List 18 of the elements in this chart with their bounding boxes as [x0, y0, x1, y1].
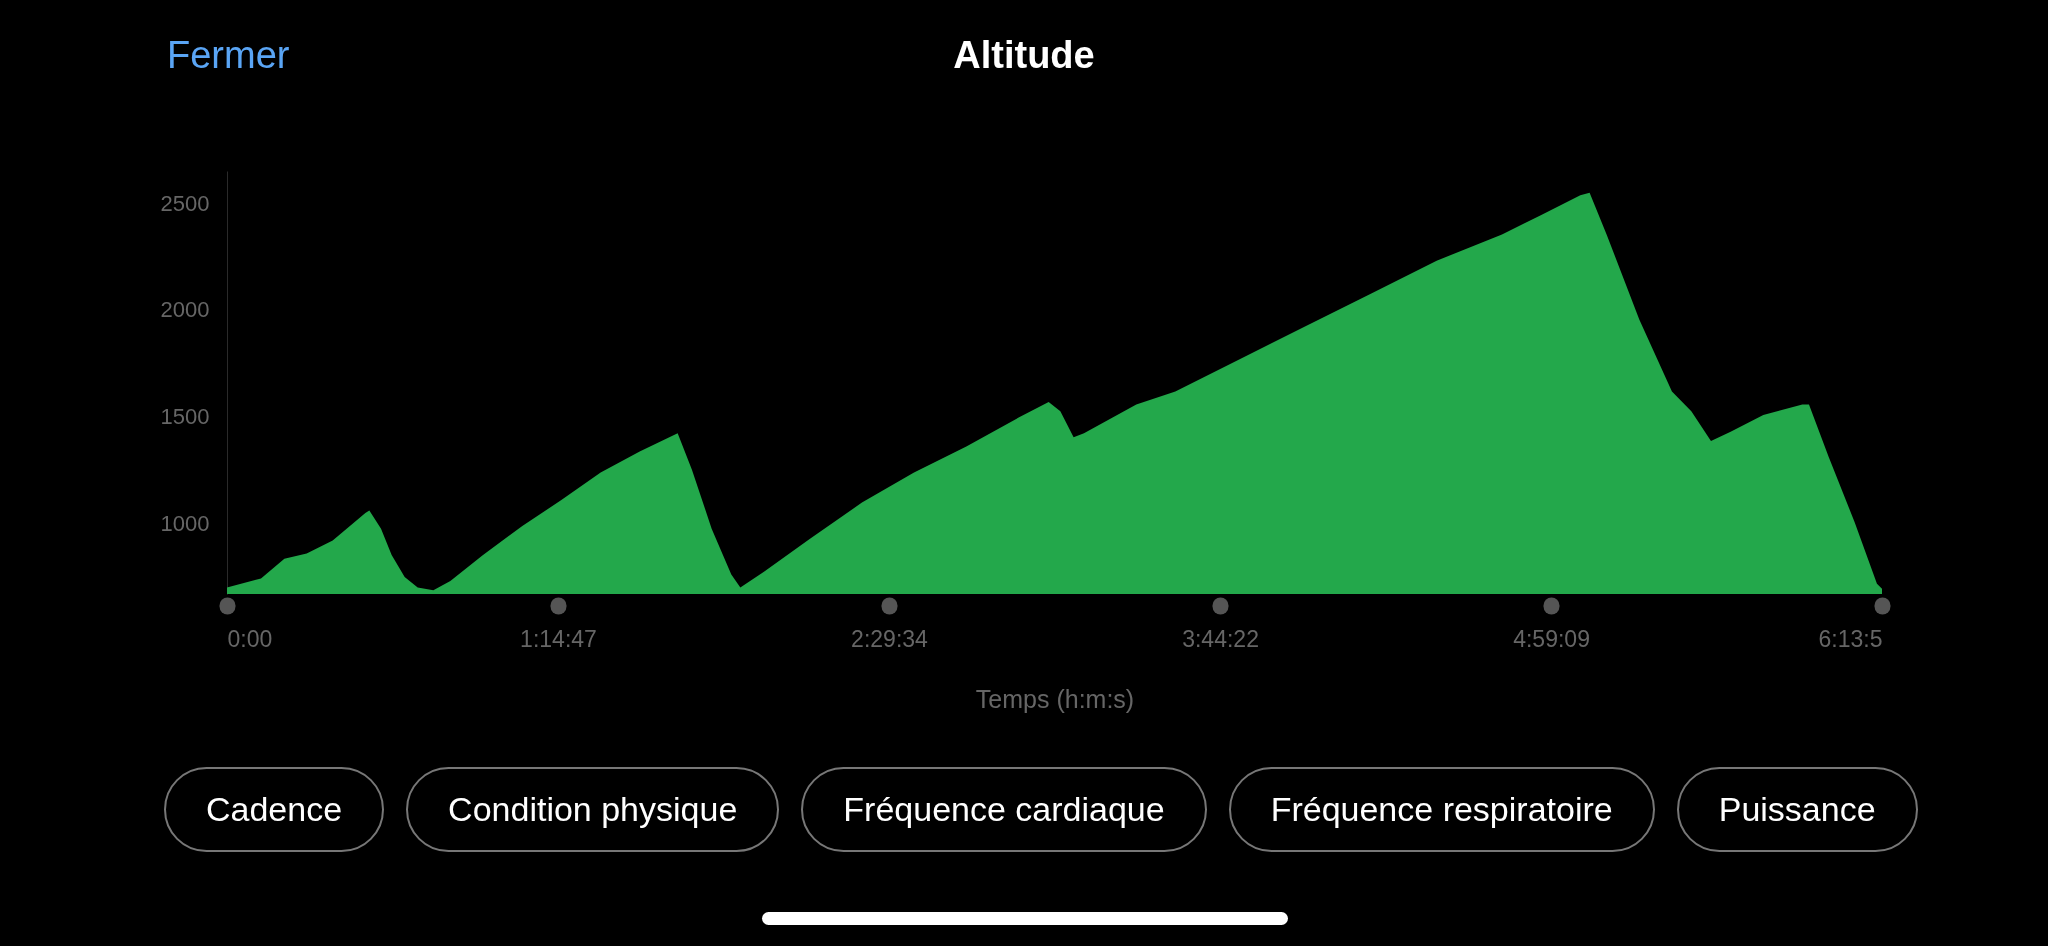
x-tick-label: 4:59:09: [1513, 625, 1590, 652]
x-tick-label: 3:44:22: [1182, 625, 1259, 652]
text: Fermer: [167, 34, 290, 77]
y-tick-label: 1500: [160, 404, 210, 430]
chart-title: Altitude: [953, 34, 1095, 76]
x-tick-label: 6:13:5: [1818, 625, 1883, 652]
y-tick-label: 2500: [160, 190, 210, 216]
y-tick-label: 2000: [160, 297, 210, 323]
text: Fréquence respiratoire: [1228, 767, 1655, 852]
x-tick-label: 0:00: [227, 625, 273, 652]
text: Puissance: [1676, 767, 1918, 852]
text: Condition physique: [406, 767, 780, 852]
x-axis-title: Temps (h:m:s): [975, 684, 1135, 713]
x-tick-label: 1:14:47: [520, 625, 597, 652]
x-tick-label: 2:29:34: [851, 625, 929, 652]
text: Fréquence cardiaque: [801, 767, 1207, 852]
y-tick-label: 1000: [160, 511, 210, 536]
text: Cadence: [164, 767, 385, 852]
